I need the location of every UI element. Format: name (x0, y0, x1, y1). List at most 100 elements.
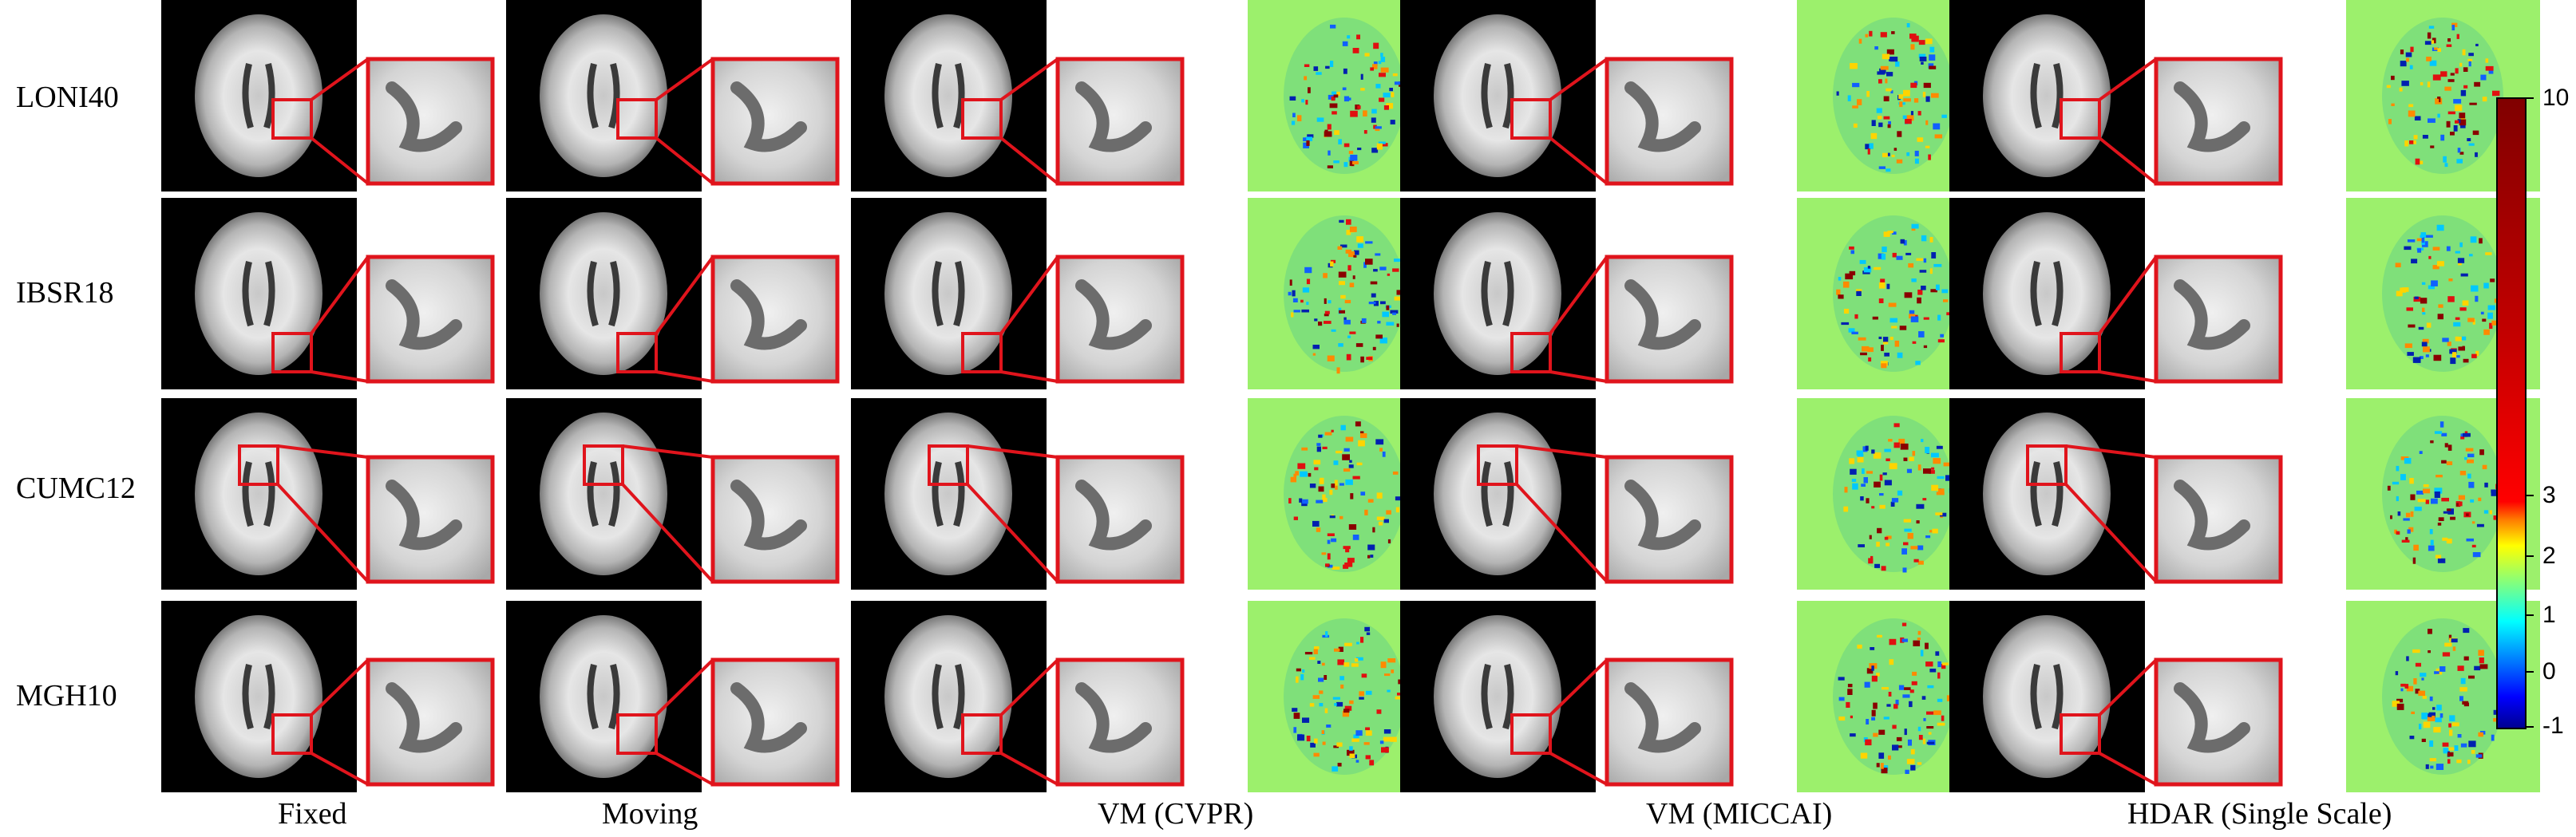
difference-speckle (1878, 79, 1882, 84)
difference-speckle (1925, 96, 1930, 102)
difference-speckle (1898, 94, 1904, 99)
difference-speckle (2404, 246, 2412, 251)
difference-speckle (1312, 353, 1316, 356)
ventricles (587, 461, 620, 527)
difference-speckle (1356, 34, 1360, 40)
difference-speckle (1913, 98, 1919, 103)
difference-speckle (1339, 219, 1344, 223)
difference-speckle (1909, 310, 1915, 315)
difference-speckle (1886, 535, 1892, 539)
ventricles (242, 664, 275, 730)
difference-speckle (2459, 113, 2466, 119)
difference-speckle (2436, 98, 2439, 104)
difference-speckle (1390, 310, 1399, 314)
difference-speckle (2437, 523, 2442, 526)
difference-speckle (1896, 736, 1902, 741)
difference-speckle (1308, 472, 1312, 477)
panel-row0-col4 (1949, 0, 2540, 191)
difference-speckle (2410, 46, 2414, 53)
difference-speckle (1304, 64, 1310, 67)
difference-speckle (2446, 461, 2453, 465)
difference-speckle (1888, 755, 1891, 760)
difference-speckle (1290, 476, 1296, 483)
difference-speckle (2442, 338, 2449, 342)
difference-speckle (2420, 298, 2428, 304)
difference-speckle (2455, 336, 2462, 342)
brain-shape (1434, 413, 1561, 575)
difference-speckle (1327, 553, 1331, 560)
zoom-structure (2174, 279, 2250, 350)
difference-speckle (1903, 542, 1909, 546)
connector-line (1549, 658, 1609, 717)
difference-speckle (1925, 38, 1933, 45)
difference-speckle (1883, 231, 1890, 237)
difference-speckle (1857, 456, 1864, 463)
difference-speckle (1337, 763, 1342, 767)
difference-speckle (2479, 449, 2484, 456)
difference-speckle (1318, 322, 1323, 326)
difference-speckle (2449, 349, 2457, 354)
difference-speckle (1295, 471, 1299, 476)
highlight-box (616, 713, 658, 755)
difference-speckle (1312, 695, 1320, 699)
difference-speckle (1909, 314, 1916, 319)
difference-speckle (1849, 246, 1854, 250)
difference-speckle (1878, 116, 1882, 120)
zoom-inset (710, 455, 840, 584)
difference-speckle (2408, 104, 2414, 108)
colorbar-tick-neg1: -1 (2542, 713, 2564, 739)
difference-speckle (1943, 462, 1950, 467)
difference-speckle (1331, 484, 1335, 488)
difference-speckle (2412, 557, 2416, 564)
difference-speckle (1891, 498, 1899, 503)
difference-speckle (1903, 239, 1907, 246)
connector-line (310, 57, 370, 101)
difference-speckle (2458, 262, 2462, 266)
difference-speckle (1883, 116, 1890, 120)
difference-speckle (1923, 468, 1931, 474)
connector-line (310, 255, 370, 335)
difference-speckle (1350, 493, 1354, 499)
connector-line (999, 136, 1059, 185)
ventricles (1481, 261, 1514, 327)
difference-speckle (1343, 319, 1351, 325)
difference-speckle (1871, 506, 1875, 509)
difference-speckle (1889, 318, 1897, 323)
difference-speckle (1902, 694, 1910, 698)
difference-speckle (1337, 246, 1343, 250)
difference-speckle (1865, 34, 1869, 38)
difference-speckle (1925, 120, 1929, 125)
difference-speckle (2413, 135, 2418, 140)
difference-speckle (2399, 87, 2403, 92)
connector-line (2099, 370, 2157, 383)
difference-speckle (1302, 287, 1310, 293)
difference-speckle (1353, 734, 1359, 739)
difference-speckle (2404, 343, 2412, 349)
difference-speckle (2468, 675, 2475, 679)
brain-shape (195, 212, 322, 375)
difference-speckle (2462, 345, 2465, 350)
difference-speckle (1906, 23, 1910, 28)
difference-speckle (1323, 273, 1328, 278)
difference-speckle (1365, 241, 1373, 244)
difference-speckle (2448, 723, 2451, 728)
difference-speckle (1379, 448, 1383, 452)
ventricles (932, 261, 965, 327)
difference-speckle (1850, 468, 1857, 475)
difference-speckle (1307, 134, 1314, 138)
zoom-inset (1055, 57, 1185, 186)
difference-speckle (1858, 544, 1865, 547)
difference-speckle (2475, 295, 2479, 302)
difference-speckle (1882, 152, 1888, 158)
difference-speckle (2479, 657, 2484, 664)
difference-speckle (1301, 99, 1304, 103)
difference-speckle (1923, 82, 1931, 89)
difference-speckle (1886, 168, 1891, 172)
difference-speckle (1850, 250, 1854, 255)
difference-speckle (1375, 126, 1382, 129)
difference-speckle (1293, 473, 1297, 477)
connector-line (655, 136, 714, 185)
difference-speckle (1941, 114, 1947, 118)
difference-speckle (1873, 452, 1882, 459)
